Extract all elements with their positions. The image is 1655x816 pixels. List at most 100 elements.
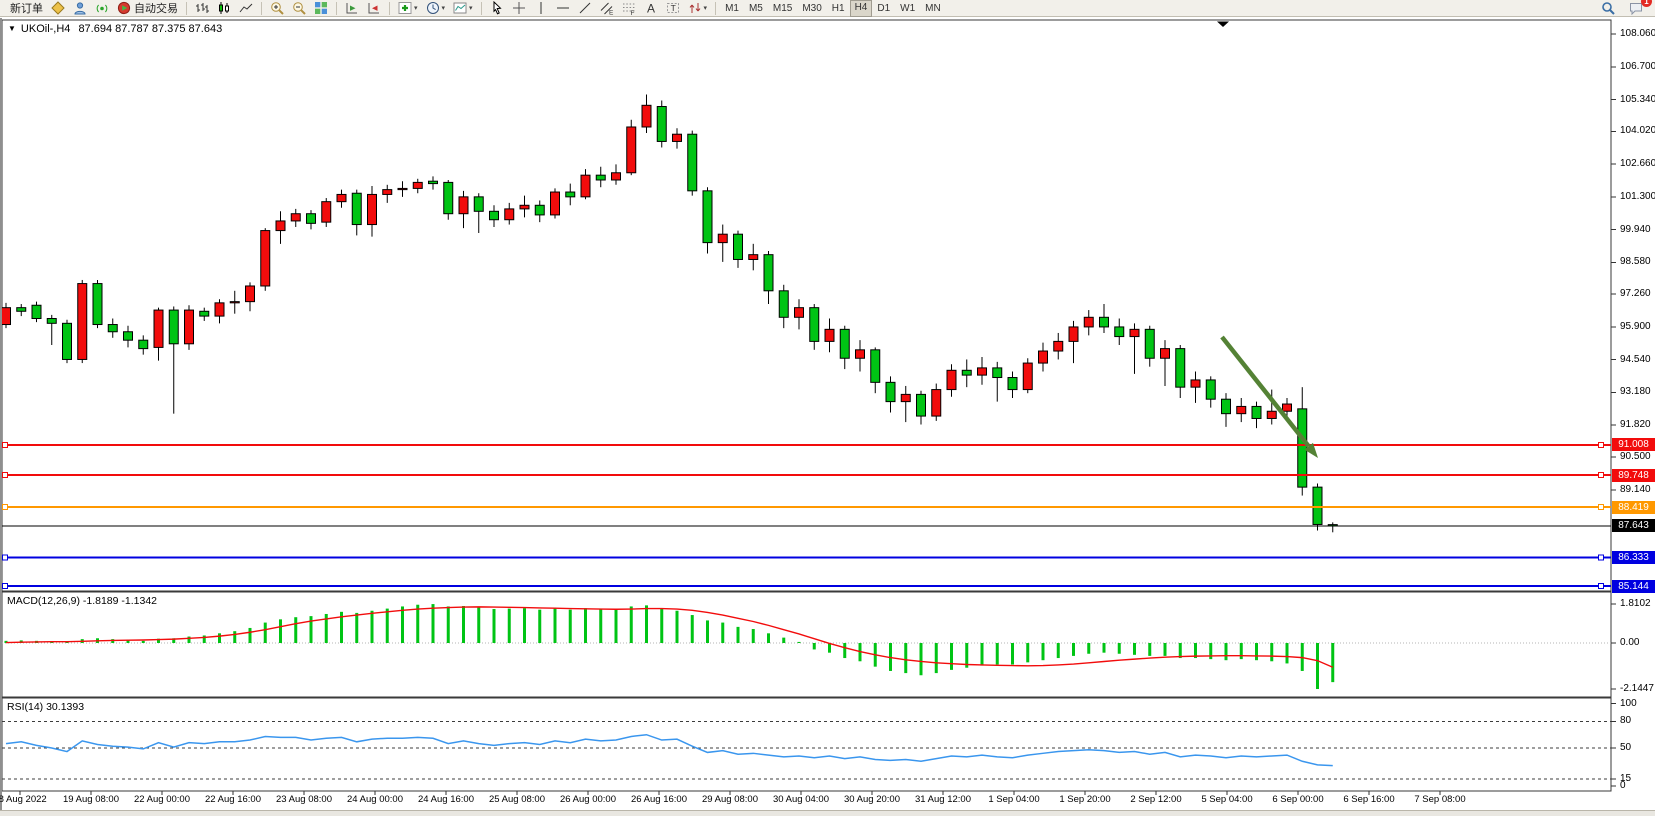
- timeframe-mn-button[interactable]: MN: [925, 2, 941, 14]
- time-axis-label[interactable]: 6 Sep 16:00: [1343, 794, 1395, 805]
- macd-bar: [538, 609, 542, 643]
- fibonacci-button[interactable]: F: [619, 0, 639, 16]
- chevron-down-icon[interactable]: ▼: [8, 24, 16, 33]
- horizontal-line-button[interactable]: [553, 0, 573, 16]
- time-axis-label[interactable]: 18 Aug 2022: [0, 794, 47, 805]
- indicators-button[interactable]: ▾: [395, 0, 421, 16]
- auto-trading-button[interactable]: 自动交易: [114, 0, 181, 16]
- candle-body: [16, 307, 27, 312]
- cursor-button[interactable]: [487, 0, 507, 16]
- toolbar-separator: [389, 1, 390, 15]
- time-axis-label[interactable]: 31 Aug 12:00: [915, 794, 971, 805]
- time-axis-label[interactable]: 19 Aug 08:00: [63, 794, 119, 805]
- candle-body: [351, 192, 362, 226]
- macd-bar: [934, 643, 938, 674]
- price-axis-tick: 90.500: [1620, 451, 1651, 463]
- tile-windows-button[interactable]: [311, 0, 331, 16]
- candle-body: [1038, 350, 1048, 364]
- text-label-button[interactable]: T: [663, 0, 683, 16]
- candle-body: [489, 210, 499, 221]
- time-axis-label[interactable]: 26 Aug 16:00: [631, 794, 687, 805]
- candle-body: [778, 290, 789, 318]
- line-handle[interactable]: [2, 504, 8, 511]
- zoom-out-button[interactable]: [289, 0, 309, 16]
- time-axis-label[interactable]: 7 Sep 08:00: [1414, 794, 1466, 805]
- auto-scroll-button[interactable]: [342, 0, 362, 16]
- macd-bar: [599, 609, 603, 643]
- line-handle[interactable]: [2, 472, 8, 479]
- timeframe-h1-button[interactable]: H1: [831, 2, 845, 14]
- candle-chart-button[interactable]: [214, 0, 234, 16]
- time-axis-label[interactable]: 2 Sep 12:00: [1130, 794, 1182, 805]
- equidistant-channel-button[interactable]: E: [597, 0, 617, 16]
- time-axis-label[interactable]: 6 Sep 00:00: [1272, 794, 1324, 805]
- candle-body: [1144, 328, 1155, 359]
- trend-arrow[interactable]: [1220, 335, 1318, 458]
- time-axis-label[interactable]: 29 Aug 08:00: [702, 794, 758, 805]
- time-axis-label[interactable]: 5 Sep 04:00: [1201, 794, 1253, 805]
- chart-shift-marker[interactable]: [1217, 21, 1229, 28]
- timeframe-h4-button[interactable]: H4: [849, 0, 873, 17]
- macd-bar: [294, 617, 298, 643]
- line-handle[interactable]: [2, 441, 8, 448]
- candle-body: [977, 367, 987, 376]
- dropdown-caret-icon[interactable]: ▾: [441, 5, 446, 12]
- time-axis-label[interactable]: 22 Aug 16:00: [205, 794, 261, 805]
- candle-body: [946, 369, 957, 391]
- macd-bar: [218, 633, 221, 643]
- dropdown-caret-icon[interactable]: ▾: [469, 5, 473, 12]
- trendline-button[interactable]: [575, 0, 595, 16]
- line-chart-button[interactable]: [236, 0, 256, 16]
- arrows-button[interactable]: ▾: [685, 0, 711, 16]
- price-badge-91.008: 91.008: [1612, 438, 1655, 452]
- signals-button[interactable]: [92, 0, 112, 16]
- timeframe-d1-button[interactable]: D1: [877, 2, 891, 14]
- time-axis-label[interactable]: 24 Aug 16:00: [418, 794, 474, 805]
- chart-shift-button[interactable]: [364, 0, 384, 16]
- zoom-in-button[interactable]: [267, 0, 287, 16]
- timeframe-m30-button[interactable]: M30: [802, 2, 822, 14]
- search-button[interactable]: [1598, 0, 1618, 16]
- candle-body: [641, 104, 652, 128]
- new-order-button-label: 新订单: [10, 3, 43, 15]
- dropdown-caret-icon[interactable]: ▾: [703, 5, 708, 12]
- line-handle[interactable]: [1598, 583, 1604, 590]
- line-handle[interactable]: [1598, 504, 1604, 511]
- timeframe-m1-button[interactable]: M1: [725, 2, 739, 14]
- time-axis-label[interactable]: 1 Sep 20:00: [1059, 794, 1111, 805]
- text-button[interactable]: A: [641, 0, 661, 16]
- line-handle[interactable]: [2, 583, 8, 590]
- time-axis-label[interactable]: 30 Aug 04:00: [773, 794, 829, 805]
- timeframe-m5-button[interactable]: M5: [748, 2, 763, 14]
- dropdown-caret-icon[interactable]: ▾: [414, 5, 418, 12]
- time-axis-label[interactable]: 1 Sep 04:00: [988, 794, 1040, 805]
- periods-button[interactable]: ▾: [423, 0, 449, 16]
- time-axis-label[interactable]: 22 Aug 00:00: [134, 794, 190, 805]
- chart-profile-button[interactable]: [48, 0, 68, 16]
- time-axis-label[interactable]: 30 Aug 20:00: [844, 794, 900, 805]
- templates-button[interactable]: ▾: [450, 0, 476, 16]
- time-axis-label[interactable]: 23 Aug 08:00: [276, 794, 332, 805]
- vertical-line-button[interactable]: [531, 0, 551, 16]
- macd-bar: [1316, 643, 1319, 690]
- candle-body: [1266, 410, 1277, 419]
- candle-body: [275, 220, 286, 232]
- candle-body: [809, 307, 820, 342]
- horizontal-price-lines[interactable]: [2, 441, 1611, 590]
- line-handle[interactable]: [1598, 441, 1604, 448]
- macd-bar: [263, 622, 267, 643]
- time-axis-label[interactable]: 24 Aug 00:00: [347, 794, 403, 805]
- time-axis-label[interactable]: 25 Aug 08:00: [489, 794, 545, 805]
- bar-chart-button[interactable]: [192, 0, 212, 16]
- line-handle[interactable]: [1598, 472, 1604, 479]
- line-handle[interactable]: [2, 554, 8, 561]
- timeframe-w1-button[interactable]: W1: [900, 2, 916, 14]
- time-axis-label[interactable]: 26 Aug 00:00: [560, 794, 616, 805]
- chat-button[interactable]: 1: [1626, 0, 1652, 16]
- timeframe-m15-button[interactable]: M15: [772, 2, 793, 14]
- line-handle[interactable]: [1598, 554, 1604, 561]
- new-order-button[interactable]: 新订单: [4, 0, 46, 16]
- market-watch-button[interactable]: [70, 0, 90, 16]
- crosshair-button[interactable]: [509, 0, 529, 16]
